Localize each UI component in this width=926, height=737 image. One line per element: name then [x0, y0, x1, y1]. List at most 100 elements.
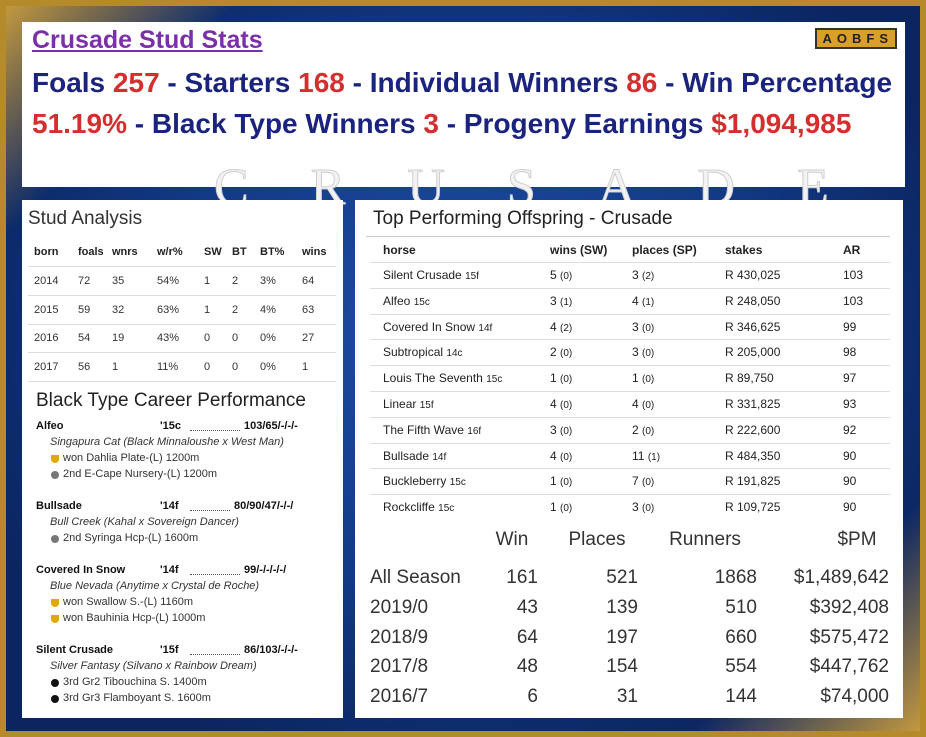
cell: $575,472: [809, 626, 889, 648]
ar: 99: [843, 319, 857, 334]
stakes: R 89,750: [725, 371, 774, 386]
stat-label: Individual Winners: [369, 67, 619, 98]
column-header: Runners: [669, 529, 741, 550]
stakes-wins: (0): [560, 477, 573, 489]
pedigree: Singapura Cat (Black Minnaloushe x West …: [50, 436, 284, 448]
row-line: [370, 416, 890, 418]
cell: $1,489,642: [793, 567, 889, 588]
cell: 1868: [714, 567, 757, 588]
column-header: Win: [495, 529, 529, 550]
horse-name: Covered In Snow: [36, 564, 126, 576]
row-label: 2017/8: [370, 656, 429, 678]
ar: 90: [843, 500, 857, 515]
separator: [439, 108, 447, 139]
row-line: [28, 323, 336, 325]
horse-age: '14f: [160, 500, 179, 512]
horse-name: Bullsade 14f: [383, 448, 447, 463]
stakes-wins: (1): [560, 296, 573, 308]
column-header: AR: [843, 243, 861, 257]
horse-age: '15f: [160, 644, 179, 656]
horse-name: Silent Crusade: [36, 644, 114, 656]
row-line: [370, 339, 890, 341]
cell: 43: [516, 596, 538, 618]
stat-label: Progeny Earnings: [463, 108, 704, 139]
places: 1 (0): [632, 371, 655, 386]
result: won Swallow S.-(L) 1160m: [63, 596, 194, 608]
stakes-wins: (0): [560, 374, 573, 386]
cell: $392,408: [809, 596, 889, 618]
stakes-places: (0): [642, 374, 655, 386]
column-header: horse: [383, 243, 416, 257]
wins: 4 (0): [550, 448, 573, 463]
wins: 1 (0): [550, 500, 573, 515]
title: Crusade Stud Stats: [32, 26, 263, 54]
left-panel: [22, 200, 343, 718]
row-line: [370, 262, 890, 263]
row-line: [370, 313, 890, 315]
places: 2 (0): [632, 422, 655, 437]
places: 3 (0): [632, 500, 655, 515]
stakes-places: (2): [642, 271, 655, 282]
cell: 1: [204, 275, 211, 287]
stakes-places: (0): [642, 425, 655, 437]
horse-age: '14f: [160, 564, 179, 576]
row-line: [28, 380, 336, 382]
wins: 3 (1): [550, 293, 573, 308]
column-header: born: [34, 246, 59, 258]
cell: 510: [725, 596, 757, 618]
cell: 54%: [157, 275, 180, 287]
cell: 63%: [157, 303, 180, 316]
dot-leader: [190, 430, 240, 431]
cell: 32: [112, 303, 125, 316]
cell: 2016: [34, 332, 59, 344]
section-title: Black Type Career Performance: [36, 390, 306, 411]
horse-name: Covered In Snow 14f: [383, 319, 493, 334]
row-line: [28, 352, 336, 353]
cell: 2: [232, 275, 239, 287]
cell: 3%: [260, 275, 276, 287]
column-header: Places: [568, 529, 626, 550]
stakes-places: (1): [647, 451, 661, 463]
cell: 521: [606, 567, 638, 588]
stakes-wins: (2): [560, 322, 573, 334]
stakes-wins: (0): [560, 425, 573, 437]
dot-icon: [51, 679, 59, 687]
wins: 2 (0): [550, 345, 573, 360]
horse-age: 15c: [413, 296, 430, 308]
cell: 11%: [157, 360, 179, 373]
cell: 54: [78, 332, 91, 344]
form: 86/103/-/-/-: [244, 644, 298, 656]
stat-value: $1,094,985: [711, 108, 852, 139]
separator: -: [352, 67, 362, 98]
wins: 4 (0): [550, 397, 573, 411]
cell: 554: [725, 656, 757, 678]
stakes-places: (0): [642, 400, 655, 411]
result: 2nd E-Cape Nursery-(L) 1200m: [63, 468, 218, 480]
cell: 0%: [260, 332, 276, 344]
column-header: wins (SW): [550, 243, 608, 257]
cell: $447,762: [809, 656, 889, 678]
stakes-places: (1): [642, 296, 655, 308]
cell: 0: [232, 360, 239, 373]
cell: 0: [204, 360, 211, 373]
stat-value: 257: [112, 67, 160, 98]
cell: 72: [78, 275, 91, 287]
horse-age: 15c: [449, 477, 466, 489]
places: 4 (1): [632, 293, 655, 308]
form: 103/65/-/-/-: [244, 420, 298, 432]
row-line: [28, 266, 336, 267]
horse-age: 15f: [465, 271, 479, 282]
horse-age: 15c: [438, 503, 455, 515]
space: [456, 108, 464, 139]
stat-label: Starters: [184, 67, 291, 98]
cell: 31: [616, 686, 638, 708]
result: 3rd Gr3 Flamboyant S. 1600m: [63, 692, 211, 704]
trophy-icon: [51, 455, 59, 463]
wins: 3 (0): [550, 422, 573, 437]
stakes-places: (0): [642, 503, 655, 515]
places: 3 (2): [632, 268, 655, 282]
stat-value: 86: [626, 67, 658, 98]
cell: 19: [112, 332, 125, 344]
separator: [345, 67, 353, 98]
horse-age: 14c: [446, 348, 463, 360]
